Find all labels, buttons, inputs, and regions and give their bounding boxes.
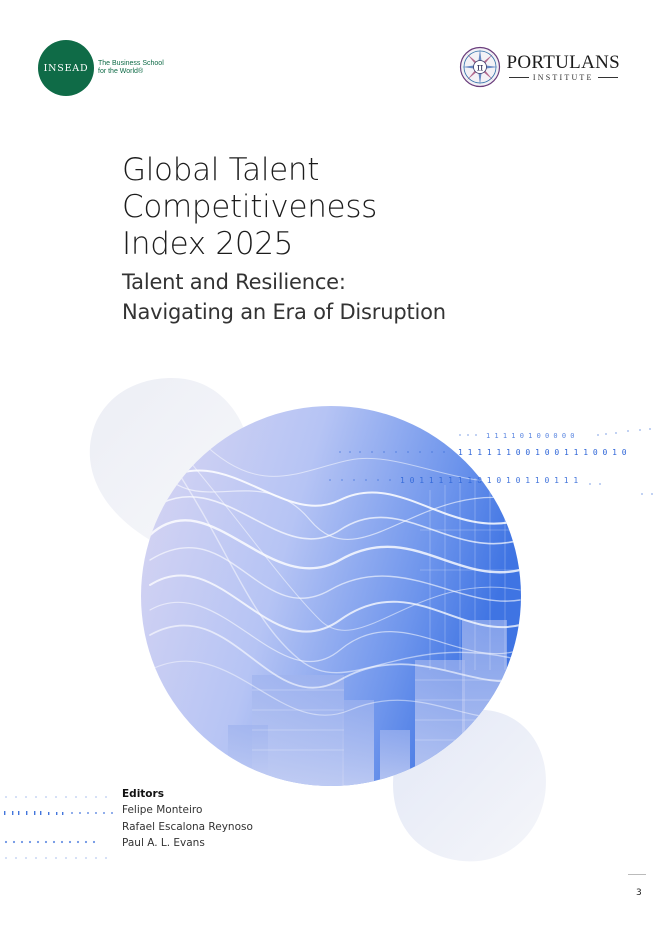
editor-name: Felipe Monteiro — [122, 804, 203, 816]
page-number-rule — [628, 874, 646, 875]
report-subtitle-line1: Talent and Resilience: — [122, 270, 346, 294]
insead-mark-text: INSEAD — [43, 62, 89, 74]
insead-tagline-line2: for the World® — [98, 68, 144, 75]
portulans-subline: INSTITUTE — [507, 73, 620, 82]
hero-illustration: 1 1 1 1 0 1 0 0 0 0 0 1 1 1 1 1 1 0 0 1 … — [4, 378, 653, 862]
report-subtitle-line2: Navigating an Era of Disruption — [122, 300, 446, 324]
insead-mark: INSEAD — [38, 40, 94, 96]
page-number: 3 — [636, 888, 642, 898]
binary-row-2: 1 1 1 1 1 1 0 0 1 0 0 1 1 1 0 0 1 0 — [458, 448, 627, 457]
dot-rows-left — [4, 796, 113, 859]
report-title-line3: Index 2025 — [122, 226, 294, 262]
insead-tagline: The Business School for the World® — [98, 60, 164, 77]
editors-heading: Editors — [122, 788, 164, 800]
insead-logo: INSEAD The Business School for the World… — [38, 40, 164, 96]
compass-glyph: π — [476, 63, 483, 74]
report-title-line1: Global Talent — [122, 152, 320, 188]
editors-block: Editors Felipe Monteiro Rafael Escalona … — [122, 786, 253, 852]
insead-tagline-line1: The Business School — [98, 59, 164, 67]
portulans-sub: INSTITUTE — [532, 72, 594, 82]
binary-row-3: 1 0 1 1 1 1 1 1 0 1 0 1 0 1 1 0 1 1 1 — [400, 476, 578, 485]
binary-streams: 1 1 1 1 0 1 0 0 0 0 0 1 1 1 1 1 1 0 0 1 … — [329, 428, 653, 495]
portulans-name: PORTULANS — [506, 51, 620, 73]
portulans-rule-right — [597, 76, 618, 78]
binary-row-1: 1 1 1 1 0 1 0 0 0 0 0 — [486, 432, 575, 440]
title-block: Global Talent Competitiveness Index 2025… — [122, 152, 446, 327]
portulans-logo: π PORTULANS INSTITUTE — [459, 46, 620, 88]
portulans-rule-left — [508, 76, 529, 78]
compass-icon: π — [459, 46, 501, 88]
editor-name: Paul A. L. Evans — [122, 837, 205, 849]
light-waves — [148, 439, 521, 719]
editor-name: Rafael Escalona Reynoso — [122, 820, 253, 833]
report-title-line2: Competitiveness — [122, 189, 378, 225]
